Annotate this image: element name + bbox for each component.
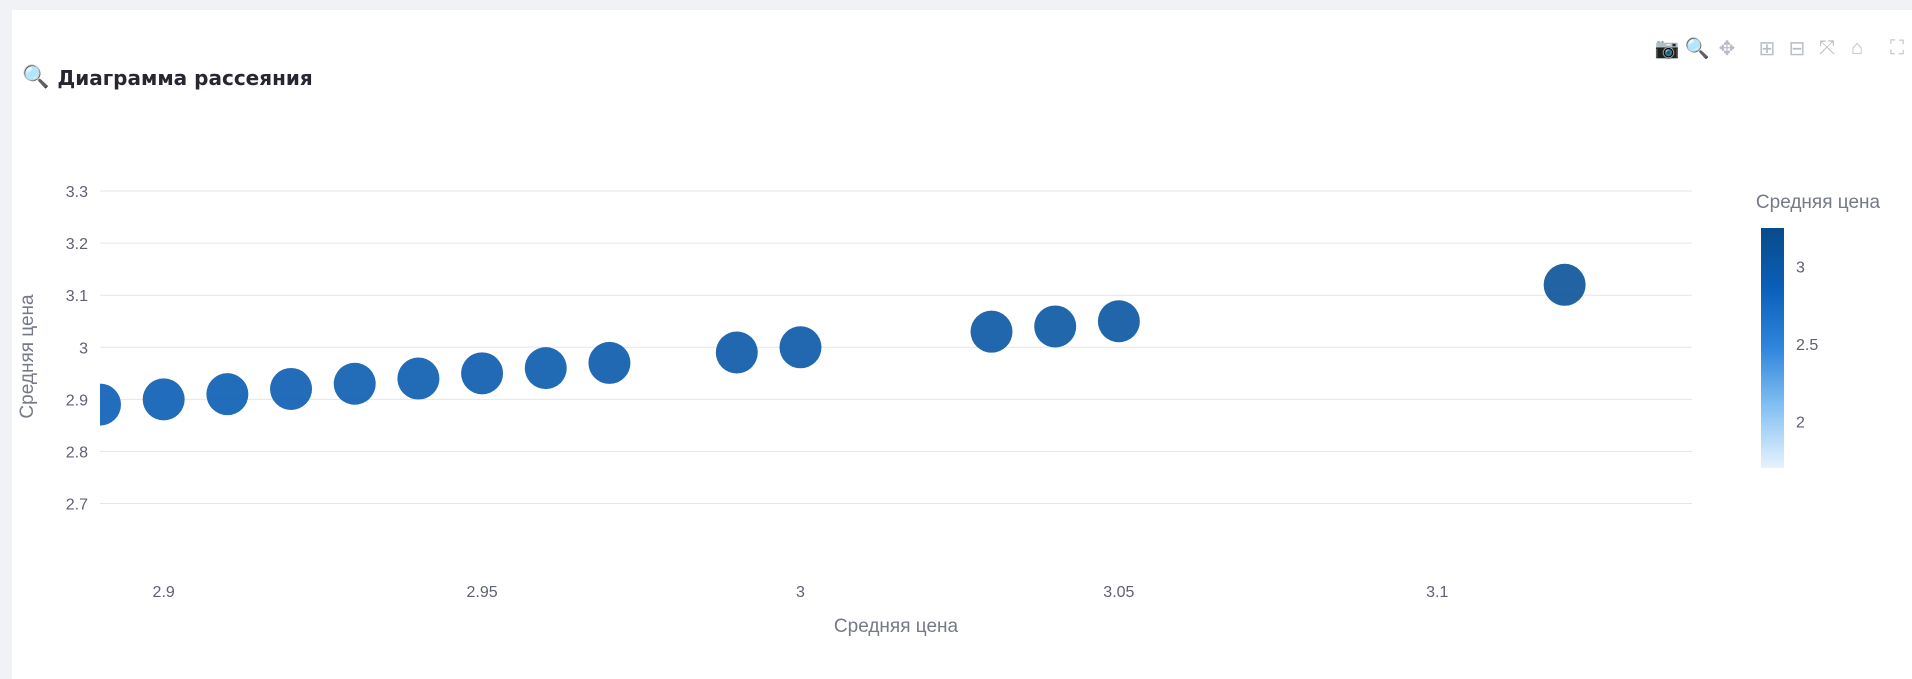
fullscreen-icon[interactable]: ⛶ xyxy=(1890,36,1904,59)
pan-icon[interactable]: ✥ xyxy=(1718,37,1736,60)
chart-title-text: Диаграмма рассеяния xyxy=(57,66,313,90)
points-group xyxy=(79,263,1586,426)
data-point[interactable] xyxy=(524,347,567,390)
y-tick-label: 2.9 xyxy=(66,392,88,409)
data-point[interactable] xyxy=(1097,300,1140,343)
data-point[interactable] xyxy=(588,341,631,384)
magnifier-icon: 🔍 xyxy=(22,65,50,90)
y-tick-label: 3.1 xyxy=(66,288,88,305)
reset-axes-icon[interactable]: ⌂ xyxy=(1850,36,1864,59)
y-tick-label: 3.2 xyxy=(66,236,88,253)
data-point[interactable] xyxy=(1034,305,1077,348)
y-axis-title: Средняя цена xyxy=(17,294,38,419)
y-tick-label: 2.8 xyxy=(66,444,88,461)
x-axis-title: Средняя цена xyxy=(834,616,959,637)
x-tick-label: 3 xyxy=(796,584,805,601)
y-tick-label: 3 xyxy=(79,340,88,357)
colorbar-tick-label: 2.5 xyxy=(1796,337,1818,354)
data-point[interactable] xyxy=(333,362,376,405)
data-point[interactable] xyxy=(270,367,313,410)
modebar: 📷 🔍 ✥ ⊞ ⊟ ⤧ ⌂ ⛶ xyxy=(1652,34,1912,62)
data-point[interactable] xyxy=(970,310,1013,353)
chart-title: 🔍 Диаграмма рассеяния xyxy=(22,66,313,90)
y-tick-label: 3.3 xyxy=(66,184,88,201)
data-point[interactable] xyxy=(142,378,185,421)
autoscale-icon[interactable]: ⤧ xyxy=(1819,36,1835,59)
data-point[interactable] xyxy=(397,357,440,400)
data-point[interactable] xyxy=(779,326,822,369)
chart-panel: 🔍 Диаграмма рассеяния 📷 🔍 ✥ ⊞ ⊟ ⤧ ⌂ ⛶ xyxy=(12,10,1912,679)
colorbar-tick-label: 2 xyxy=(1796,415,1805,432)
data-point[interactable] xyxy=(715,331,758,374)
x-tick-label: 3.05 xyxy=(1103,584,1134,601)
data-point[interactable] xyxy=(79,383,121,426)
zoom-icon[interactable]: 🔍 xyxy=(1684,37,1710,60)
y-tick-label: 2.7 xyxy=(66,497,88,514)
colorbar xyxy=(1761,228,1784,468)
colorbar-tick-label: 3 xyxy=(1796,260,1805,277)
colorbar-title: Средняя цена xyxy=(1756,192,1881,213)
x-tick-label: 2.95 xyxy=(467,584,498,601)
data-point[interactable] xyxy=(461,352,504,395)
zoom-out-icon[interactable]: ⊟ xyxy=(1788,37,1806,60)
x-tick-label: 3.1 xyxy=(1426,584,1448,601)
zoom-in-icon[interactable]: ⊞ xyxy=(1758,37,1776,60)
x-tick-label: 2.9 xyxy=(153,584,175,601)
camera-icon[interactable]: 📷 xyxy=(1654,37,1680,60)
data-point[interactable] xyxy=(1543,263,1586,306)
data-point[interactable] xyxy=(206,373,249,416)
